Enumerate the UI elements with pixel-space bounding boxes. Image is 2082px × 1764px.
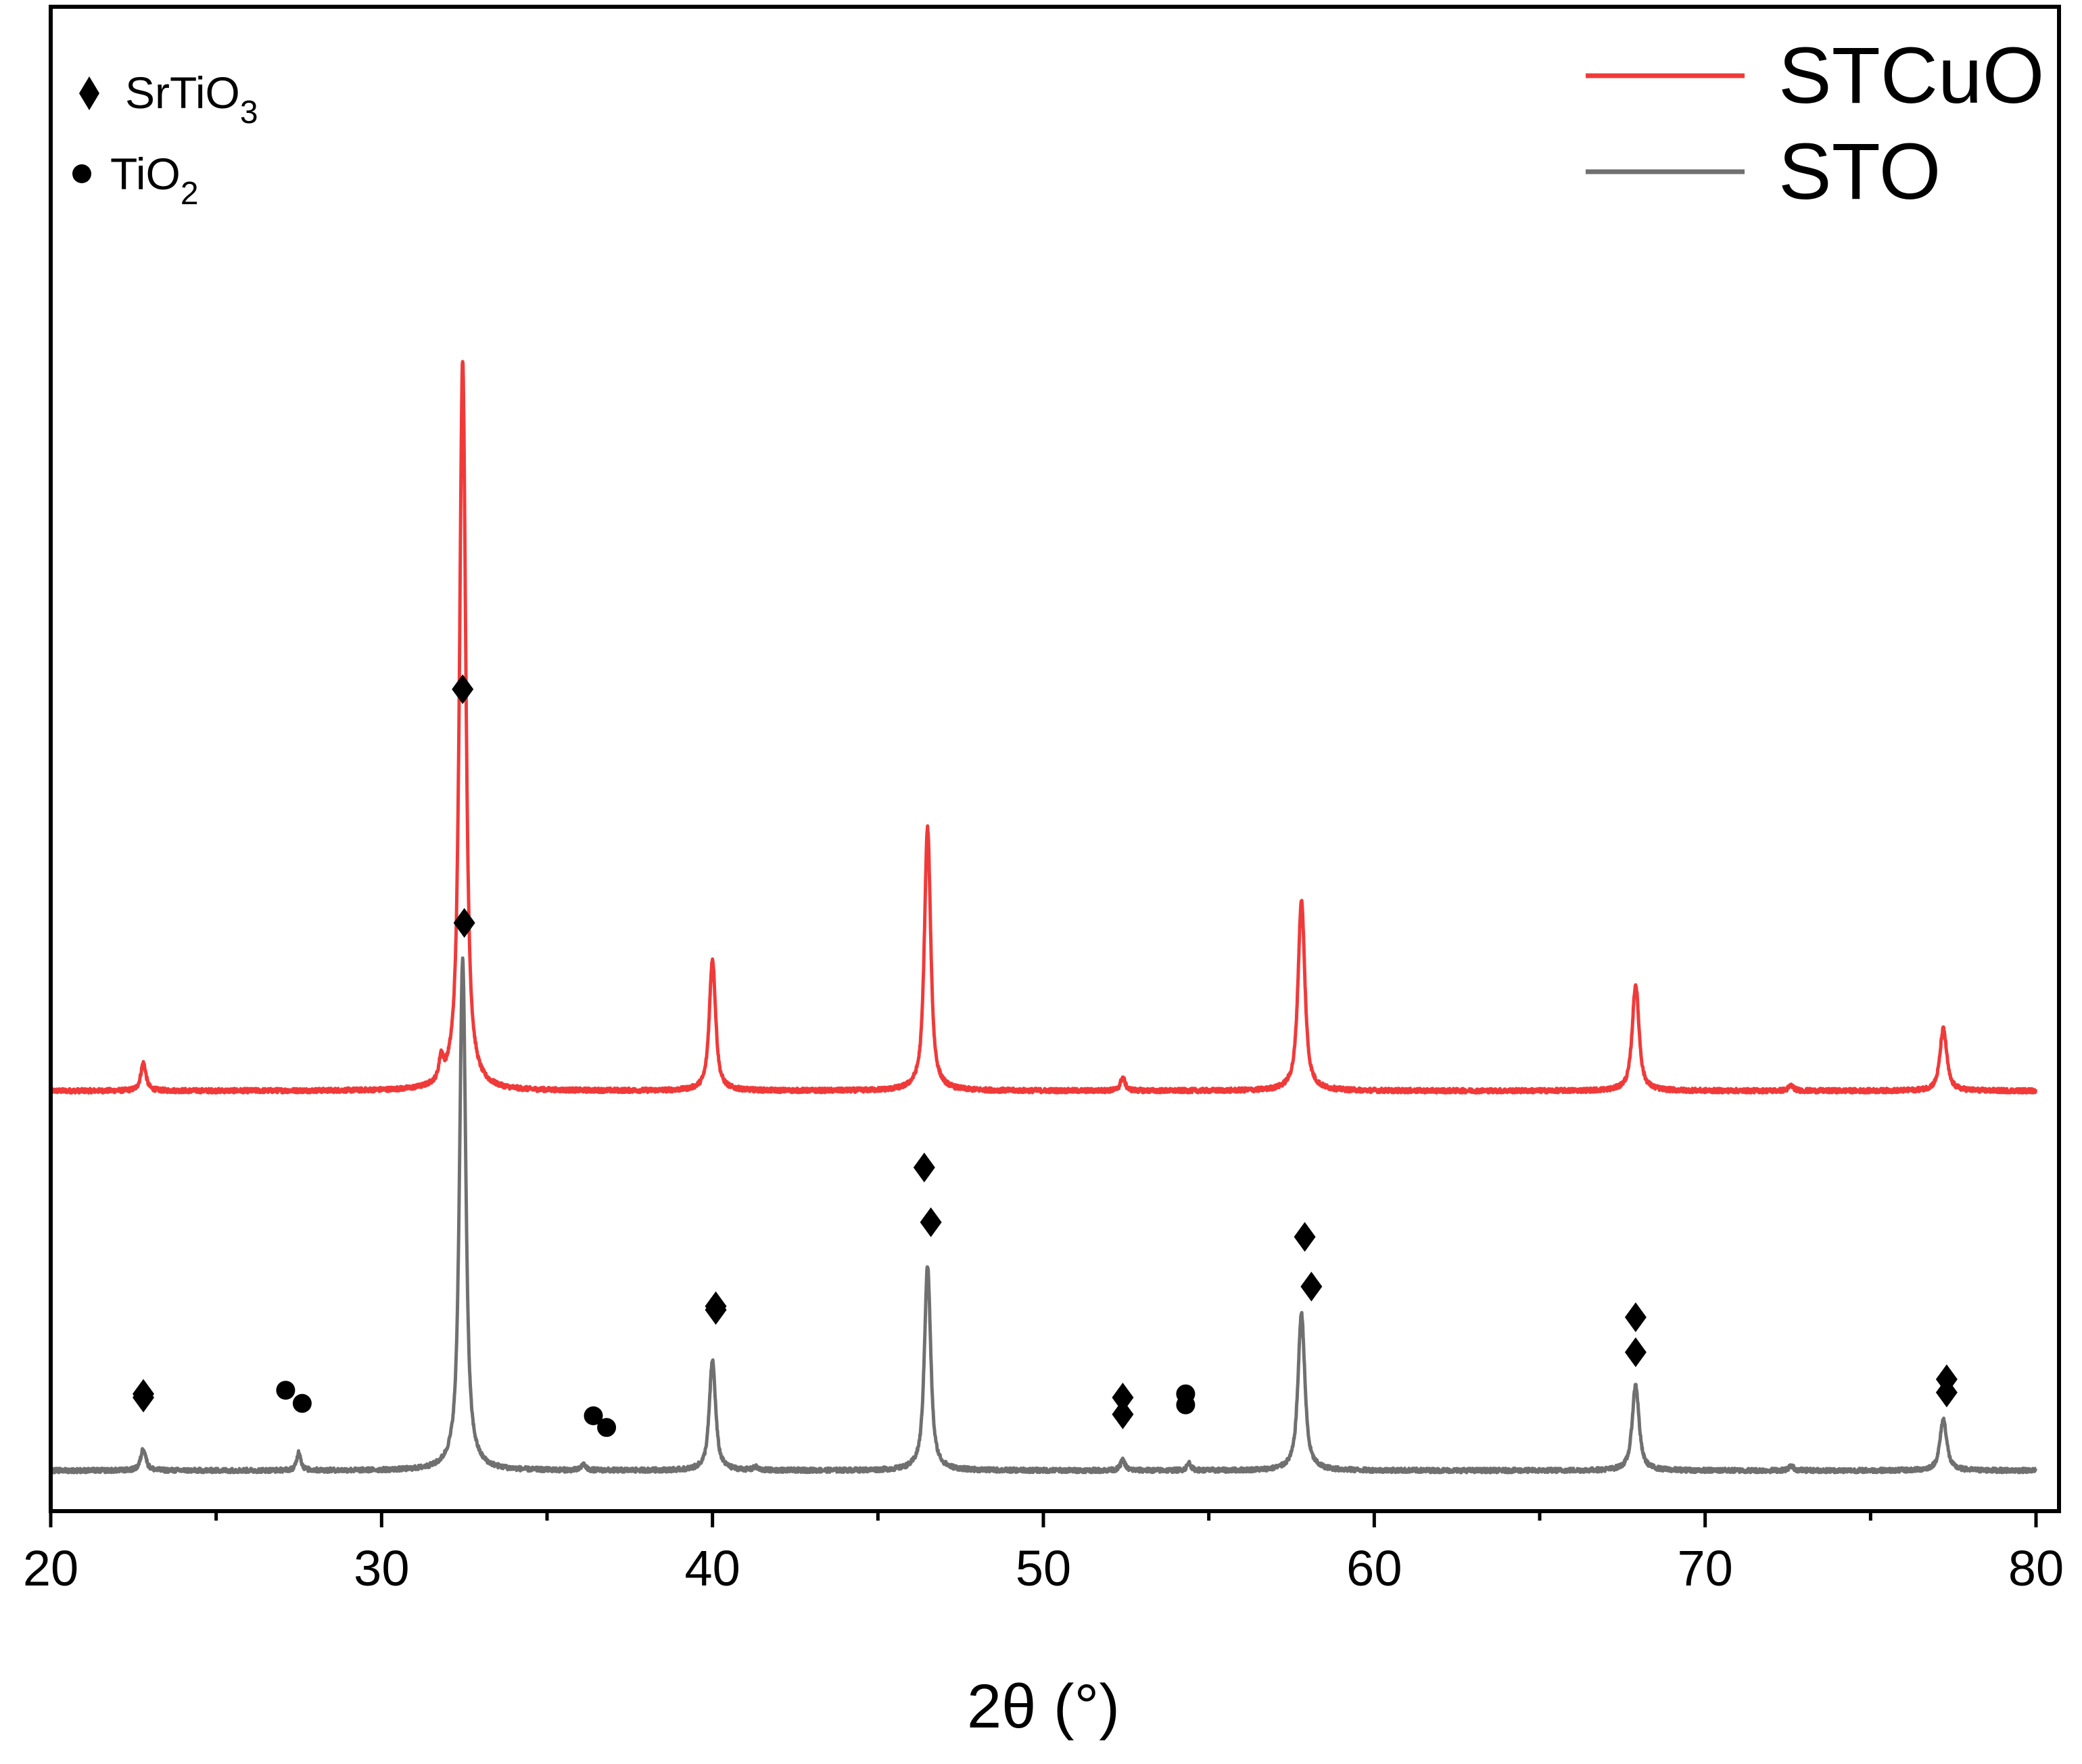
axes: 20 30 40 50 60 70 80 [23,5,2064,1596]
tio2-circle-marker [276,1381,295,1400]
legend-label-stcuo: STCuO [1778,31,2044,120]
diamond-icon [79,76,99,110]
srtio3-diamond-marker [133,1379,155,1409]
tio2-circle-marker [1176,1395,1196,1414]
x-axis-title: 2θ (°) [967,1672,1120,1741]
srtio3-diamond-marker [1624,1302,1647,1333]
x-tick-label: 20 [23,1540,78,1596]
series-layer [49,360,2038,1475]
phase-legend-srtio3: SrTiO3 [125,68,258,130]
srtio3-diamond-marker [1300,1271,1323,1302]
srtio3-diamond-marker [705,1295,727,1325]
circle-icon [72,164,91,183]
x-tick-label: 70 [1678,1540,1733,1596]
srtio3-diamond-marker [452,674,474,705]
x-tick-label: 80 [2008,1540,2064,1596]
phase-subscript-srtio3: 3 [240,95,258,130]
x-tick-label: 30 [354,1540,409,1596]
tio2-circle-marker [597,1418,617,1437]
x-tick-label: 40 [685,1540,740,1596]
srtio3-diamond-marker [1624,1337,1647,1368]
series-line-sto [49,956,2038,1475]
plot-frame [49,5,2061,1513]
x-tick-label: 60 [1346,1540,1402,1596]
phase-label-tio2: TiO [110,149,181,199]
srtio3-diamond-marker [913,1152,935,1183]
legend-label-sto: STO [1778,127,1941,216]
phase-legend: SrTiO3 TiO2 [72,68,258,212]
legend: STCuO STO [1586,31,2044,216]
series-line-stcuo [49,360,2038,1095]
srtio3-diamond-marker [453,908,475,938]
srtio3-diamond-marker [1112,1399,1134,1429]
srtio3-diamond-marker [920,1207,942,1237]
tio2-circle-marker [292,1393,312,1413]
phase-label-srtio3: SrTiO [125,68,240,118]
srtio3-diamond-marker [1935,1377,1958,1408]
srtio3-diamond-marker [1112,1383,1134,1412]
phase-legend-tio2: TiO2 [110,149,199,212]
phase-subscript-tio2: 2 [181,176,199,212]
tio2-circle-marker [584,1406,603,1425]
x-tick-label: 50 [1016,1540,1071,1596]
phase-marker-layer [133,674,1958,1437]
srtio3-diamond-marker [1294,1222,1316,1252]
